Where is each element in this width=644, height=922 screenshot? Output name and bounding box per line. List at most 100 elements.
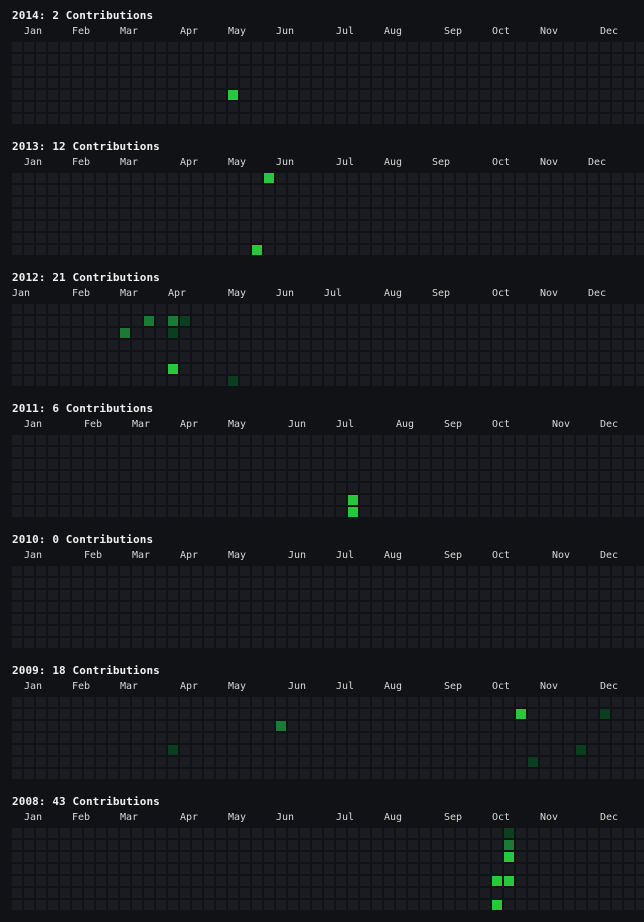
contribution-cell — [528, 233, 538, 243]
contribution-cell — [432, 245, 442, 255]
contribution-cell — [372, 435, 382, 445]
contribution-cell — [516, 90, 526, 100]
contribution-cell — [96, 709, 106, 719]
contribution-cell — [516, 328, 526, 338]
contribution-cell — [288, 435, 298, 445]
contribution-cell — [420, 102, 430, 112]
contribution-cell — [96, 435, 106, 445]
contribution-cell — [120, 483, 130, 493]
contribution-cell — [384, 578, 394, 588]
contribution-cell — [624, 757, 634, 767]
contribution-cell — [216, 638, 226, 648]
contribution-cell — [228, 352, 238, 362]
contribution-cell — [612, 447, 622, 457]
contribution-cell — [180, 888, 190, 898]
contribution-cell — [240, 495, 250, 505]
contribution-cell — [432, 852, 442, 862]
contribution-cell — [576, 376, 586, 386]
contribution-cell — [72, 209, 82, 219]
contribution-cell — [336, 590, 346, 600]
contribution-cell — [312, 352, 322, 362]
contribution-cell — [540, 340, 550, 350]
contribution-cell — [36, 483, 46, 493]
contribution-cell — [108, 78, 118, 88]
contribution-cell — [492, 352, 502, 362]
contribution-cell — [600, 102, 610, 112]
month-label: Aug — [384, 550, 403, 561]
contribution-cell — [528, 900, 538, 910]
contribution-cell — [84, 209, 94, 219]
contribution-cell — [564, 197, 574, 207]
contribution-cell — [576, 114, 586, 124]
contribution-cell — [216, 173, 226, 183]
contribution-cell — [24, 304, 34, 314]
contribution-cell — [204, 769, 214, 779]
contribution-cell — [264, 245, 274, 255]
contribution-cell — [312, 709, 322, 719]
contribution-cell — [228, 233, 238, 243]
month-label: Oct — [492, 419, 511, 430]
contribution-cell — [528, 566, 538, 576]
contribution-cell — [240, 483, 250, 493]
contribution-cell — [36, 578, 46, 588]
contribution-cell — [144, 507, 154, 517]
contribution-cell — [204, 828, 214, 838]
contribution-cell — [336, 66, 346, 76]
contribution-cell — [48, 733, 58, 743]
contribution-cell — [432, 114, 442, 124]
contribution-cell — [468, 757, 478, 767]
contribution-cell — [480, 852, 490, 862]
contribution-cell — [480, 507, 490, 517]
contribution-cell — [264, 602, 274, 612]
contribution-cell — [444, 376, 454, 386]
contribution-cell — [120, 209, 130, 219]
contribution-cell — [588, 221, 598, 231]
contribution-cell — [372, 364, 382, 374]
contribution-cell — [60, 840, 70, 850]
contribution-cell — [552, 316, 562, 326]
contribution-cell — [492, 745, 502, 755]
contribution-cell — [408, 197, 418, 207]
contribution-cell — [288, 697, 298, 707]
contribution-cell — [144, 733, 154, 743]
contribution-cell — [624, 495, 634, 505]
contribution-cell — [144, 769, 154, 779]
contribution-cell — [72, 709, 82, 719]
contribution-cell — [468, 42, 478, 52]
contribution-cell — [600, 447, 610, 457]
contribution-cell — [408, 459, 418, 469]
contribution-cell — [504, 328, 514, 338]
contribution-cell — [528, 376, 538, 386]
month-label: Nov — [540, 26, 559, 37]
month-label: Nov — [540, 812, 559, 823]
contribution-cell — [588, 578, 598, 588]
contribution-cell-active — [600, 709, 610, 719]
contribution-cell — [288, 721, 298, 731]
contribution-cell — [372, 828, 382, 838]
contribution-cell — [588, 876, 598, 886]
contribution-cell — [624, 626, 634, 636]
contribution-cell — [396, 245, 406, 255]
contribution-cell — [408, 66, 418, 76]
contribution-cell — [264, 114, 274, 124]
contribution-cell — [240, 888, 250, 898]
contribution-cell — [588, 709, 598, 719]
contribution-cell — [132, 221, 142, 231]
contribution-cell — [612, 316, 622, 326]
contribution-cell — [36, 721, 46, 731]
contribution-cell — [516, 495, 526, 505]
contribution-cell — [540, 328, 550, 338]
contribution-cell — [300, 697, 310, 707]
contribution-cell — [396, 638, 406, 648]
month-label: Jul — [336, 681, 355, 692]
contribution-cell — [60, 614, 70, 624]
contribution-cell — [432, 471, 442, 481]
contribution-cell — [60, 638, 70, 648]
contribution-cell — [636, 340, 644, 350]
contribution-cell — [120, 376, 130, 386]
contribution-cell — [480, 185, 490, 195]
contribution-cell — [624, 638, 634, 648]
contribution-cell — [276, 78, 286, 88]
contribution-cell — [396, 626, 406, 636]
contribution-cell — [12, 304, 22, 314]
